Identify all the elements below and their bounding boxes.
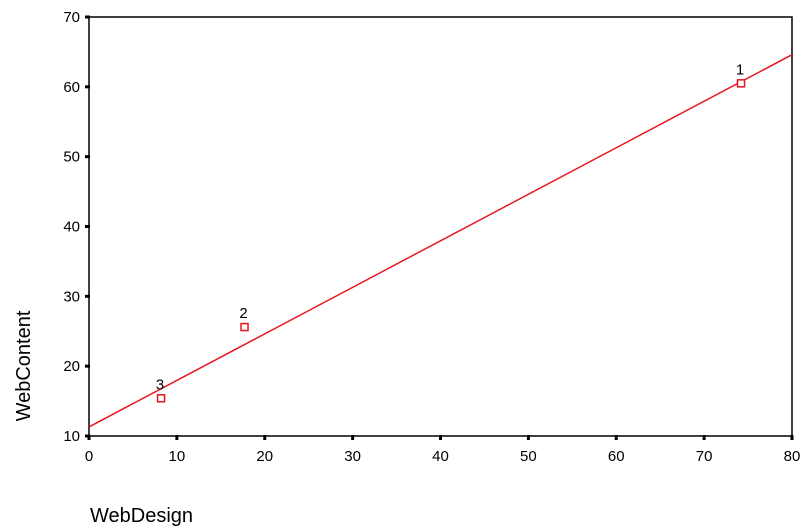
plot-area-frame bbox=[88, 16, 793, 437]
data-points: 1 2 3 bbox=[156, 61, 746, 403]
y-tick-label: 40 bbox=[63, 219, 80, 236]
y-tick-label: 60 bbox=[63, 79, 80, 96]
fit-line bbox=[88, 54, 793, 428]
x-tick-label: 10 bbox=[169, 448, 186, 465]
data-point-marker bbox=[736, 79, 746, 88]
x-tick-label: 30 bbox=[344, 448, 361, 465]
data-point-label: 2 bbox=[239, 305, 247, 322]
data-point-marker bbox=[240, 322, 249, 332]
x-axis-title: WebDesign bbox=[90, 505, 193, 527]
x-axis-ticks: 0 10 20 30 40 50 60 70 80 bbox=[85, 435, 801, 465]
data-point-label: 1 bbox=[736, 61, 744, 78]
x-tick-label: 50 bbox=[520, 448, 537, 465]
y-axis-title: WebContent bbox=[13, 310, 35, 421]
x-tick-label: 20 bbox=[256, 448, 273, 465]
y-tick-label: 70 bbox=[63, 9, 80, 26]
x-tick-label: 70 bbox=[696, 448, 713, 465]
y-axis-ticks: 10 20 30 40 50 60 70 bbox=[63, 9, 90, 445]
data-point-marker bbox=[156, 394, 166, 403]
y-tick-label: 30 bbox=[63, 288, 80, 305]
y-tick-label: 20 bbox=[63, 358, 80, 375]
x-tick-label: 80 bbox=[784, 448, 801, 465]
x-tick-label: 60 bbox=[608, 448, 625, 465]
y-tick-label: 50 bbox=[63, 149, 80, 166]
x-tick-label: 40 bbox=[432, 448, 449, 465]
y-tick-label: 10 bbox=[63, 428, 80, 445]
x-tick-label: 0 bbox=[85, 448, 93, 465]
data-point-label: 3 bbox=[156, 376, 164, 393]
